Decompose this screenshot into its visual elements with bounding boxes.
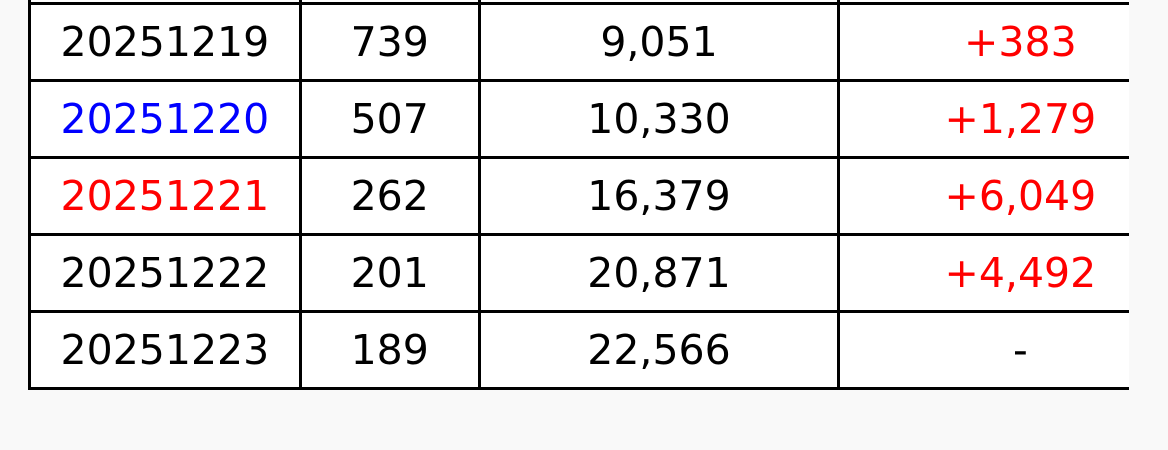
date-cell: 20251221 [28, 156, 302, 236]
count-cell: 189 [298, 310, 481, 390]
change-cell: +1,279 [837, 79, 1129, 159]
date-cell-text: 20251220 [60, 95, 270, 143]
date-cell [28, 0, 302, 5]
count-cell: 262 [298, 156, 481, 236]
date-cell-text: 20251221 [60, 172, 270, 220]
date-cell-text: 20251219 [60, 18, 270, 66]
table-row: 20251221 262 16,379 +6,049 [28, 156, 1129, 236]
change-cell-text: +383 [964, 18, 1077, 66]
change-cell: +383 [837, 2, 1129, 82]
change-cell-text: +6,049 [944, 172, 1097, 220]
table-row [28, 0, 1129, 5]
date-cell: 20251223 [28, 310, 302, 390]
table-container: 20251219 739 9,051 +383 20251220 507 10,330 +1,… [28, 0, 1129, 390]
table-row: 20251220 507 10,330 +1,279 [28, 79, 1129, 159]
total-cell-text: 16,379 [587, 172, 731, 220]
count-cell-text: 507 [350, 95, 429, 143]
date-cell: 20251219 [28, 2, 302, 82]
total-cell: 20,871 [477, 233, 841, 313]
table-row: 20251223 189 22,566 - [28, 310, 1129, 390]
count-cell-text: 189 [350, 326, 429, 374]
count-cell-text: 201 [350, 249, 429, 297]
total-cell-text: 9,051 [600, 18, 718, 66]
total-cell: 16,379 [477, 156, 841, 236]
count-cell: 201 [298, 233, 481, 313]
date-cell-text: 20251222 [60, 249, 270, 297]
count-cell-text: 739 [350, 18, 429, 66]
change-cell-text: +1,279 [944, 95, 1097, 143]
total-cell: 22,566 [477, 310, 841, 390]
change-cell: - [837, 310, 1129, 390]
change-cell: +4,492 [837, 233, 1129, 313]
change-cell: +6,049 [837, 156, 1129, 236]
count-cell: 739 [298, 2, 481, 82]
table-row: 20251222 201 20,871 +4,492 [28, 233, 1129, 313]
date-cell: 20251220 [28, 79, 302, 159]
data-table: 20251219 739 9,051 +383 20251220 507 10,330 +1,… [28, 0, 1129, 390]
count-cell [298, 0, 481, 5]
total-cell [477, 0, 841, 5]
change-cell [837, 0, 1129, 5]
count-cell-text: 262 [350, 172, 429, 220]
change-cell-text: - [1012, 326, 1028, 374]
total-cell-text: 20,871 [587, 249, 731, 297]
date-cell: 20251222 [28, 233, 302, 313]
change-cell-text: +4,492 [944, 249, 1097, 297]
total-cell-text: 22,566 [587, 326, 731, 374]
count-cell: 507 [298, 79, 481, 159]
total-cell-text: 10,330 [587, 95, 731, 143]
date-cell-text: 20251223 [60, 326, 270, 374]
total-cell: 10,330 [477, 79, 841, 159]
table-row: 20251219 739 9,051 +383 [28, 2, 1129, 82]
total-cell: 9,051 [477, 2, 841, 82]
